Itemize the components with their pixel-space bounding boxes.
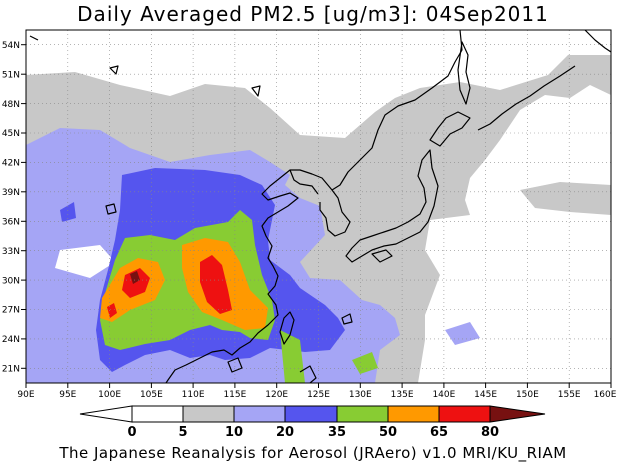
latitude-labels: 21N 24N 27N 30N 33N 36N 39N 42N 45N 48N … (2, 41, 20, 375)
lat-tick-label: 51N (2, 70, 20, 80)
japan-shikoku-coastline (371, 249, 393, 263)
colorbar-labels: 0 5 10 20 35 50 65 80 (127, 425, 499, 440)
coastlines (29, 30, 611, 383)
lon-tick-label: 160E (594, 390, 617, 400)
lon-tick-label: 100E (98, 390, 121, 400)
colorbar-segment (182, 405, 235, 423)
lake-outline (105, 203, 117, 215)
lon-tick-label: 125E (307, 390, 330, 400)
lake-outline (251, 85, 261, 97)
colorbar-label: 10 (225, 425, 243, 440)
island-outline (341, 313, 353, 325)
sakhalin-coastline (457, 41, 471, 105)
colorbar (79, 405, 546, 423)
pm25-band-65-80 (122, 268, 150, 298)
pm25-band-20-35 (60, 202, 76, 222)
gridlines (26, 30, 611, 383)
lake-outline (109, 65, 119, 75)
lat-tick-label: 42N (2, 159, 20, 169)
longitude-labels: 90E 95E 100E 105E 110E 115E 120E 125E 13… (17, 390, 616, 400)
data-source-credit: The Japanese Reanalysis for Aerosol (JRA… (59, 444, 567, 462)
lon-tick-label: 150E (516, 390, 539, 400)
pm25-band-5-10 (520, 182, 611, 215)
colorbar-segment (131, 405, 184, 423)
lake-outline (29, 35, 39, 41)
colorbar-segment (336, 405, 389, 423)
colorbar-label: 20 (276, 425, 294, 440)
colorbar-segment (438, 405, 491, 423)
pm25-band-80-plus (130, 271, 140, 284)
colorbar-label: 80 (481, 425, 499, 440)
lon-tick-label: 130E (349, 390, 372, 400)
pm25-band-5-10 (420, 150, 460, 185)
colorbar-label: 0 (127, 425, 136, 440)
colorbar-segment (233, 405, 286, 423)
colorbar-label: 65 (430, 425, 448, 440)
colorbar-over-triangle (489, 405, 546, 423)
lon-tick-label: 145E (474, 390, 497, 400)
tick-marks (21, 44, 612, 388)
taiwan-coastline (279, 311, 295, 345)
pm25-band-10-20 (26, 220, 45, 250)
japan-hokkaido-coastline (429, 111, 471, 147)
colorbar-label: 50 (379, 425, 397, 440)
pm25-band-35-50 (280, 330, 305, 383)
colorbar-segment (387, 405, 440, 423)
luzon-coastline (299, 365, 317, 383)
lon-tick-label: 155E (558, 390, 581, 400)
lon-tick-label: 115E (223, 390, 246, 400)
lon-tick-label: 110E (182, 390, 205, 400)
lon-tick-label: 95E (59, 390, 76, 400)
lat-tick-label: 39N (2, 188, 20, 198)
colorbar-label: 5 (178, 425, 187, 440)
lon-tick-label: 105E (140, 390, 163, 400)
lat-tick-label: 33N (2, 247, 20, 257)
lat-tick-label: 48N (2, 100, 20, 110)
lon-tick-label: 135E (391, 390, 414, 400)
lat-tick-label: 45N (2, 129, 20, 139)
lat-tick-label: 21N (2, 365, 20, 375)
lat-tick-label: 54N (2, 41, 20, 51)
pm25-band-10-20 (55, 245, 115, 278)
lat-tick-label: 36N (2, 218, 20, 228)
colorbar-under-triangle (79, 405, 133, 423)
colorbar-label: 35 (328, 425, 346, 440)
pm25-band-10-20 (445, 322, 480, 345)
hainan-coastline (227, 357, 243, 373)
kamchatka-coastline (584, 30, 611, 53)
japan-honshu-coastline (345, 149, 439, 263)
lat-tick-label: 27N (2, 306, 20, 316)
kuril-islands-coastline (477, 65, 576, 131)
lon-tick-label: 90E (17, 390, 34, 400)
lat-tick-label: 30N (2, 276, 20, 286)
asia-coastline (165, 30, 463, 383)
map-title: Daily Averaged PM2.5 [ug/m3]: 04Sep2011 (77, 2, 549, 26)
lon-tick-label: 120E (265, 390, 288, 400)
pm25-band-65-80 (200, 255, 232, 314)
lat-tick-label: 24N (2, 335, 20, 345)
colorbar-segment (284, 405, 338, 423)
lon-tick-label: 140E (432, 390, 455, 400)
korea-coastline (319, 189, 351, 237)
bohai-coastline (289, 169, 319, 195)
